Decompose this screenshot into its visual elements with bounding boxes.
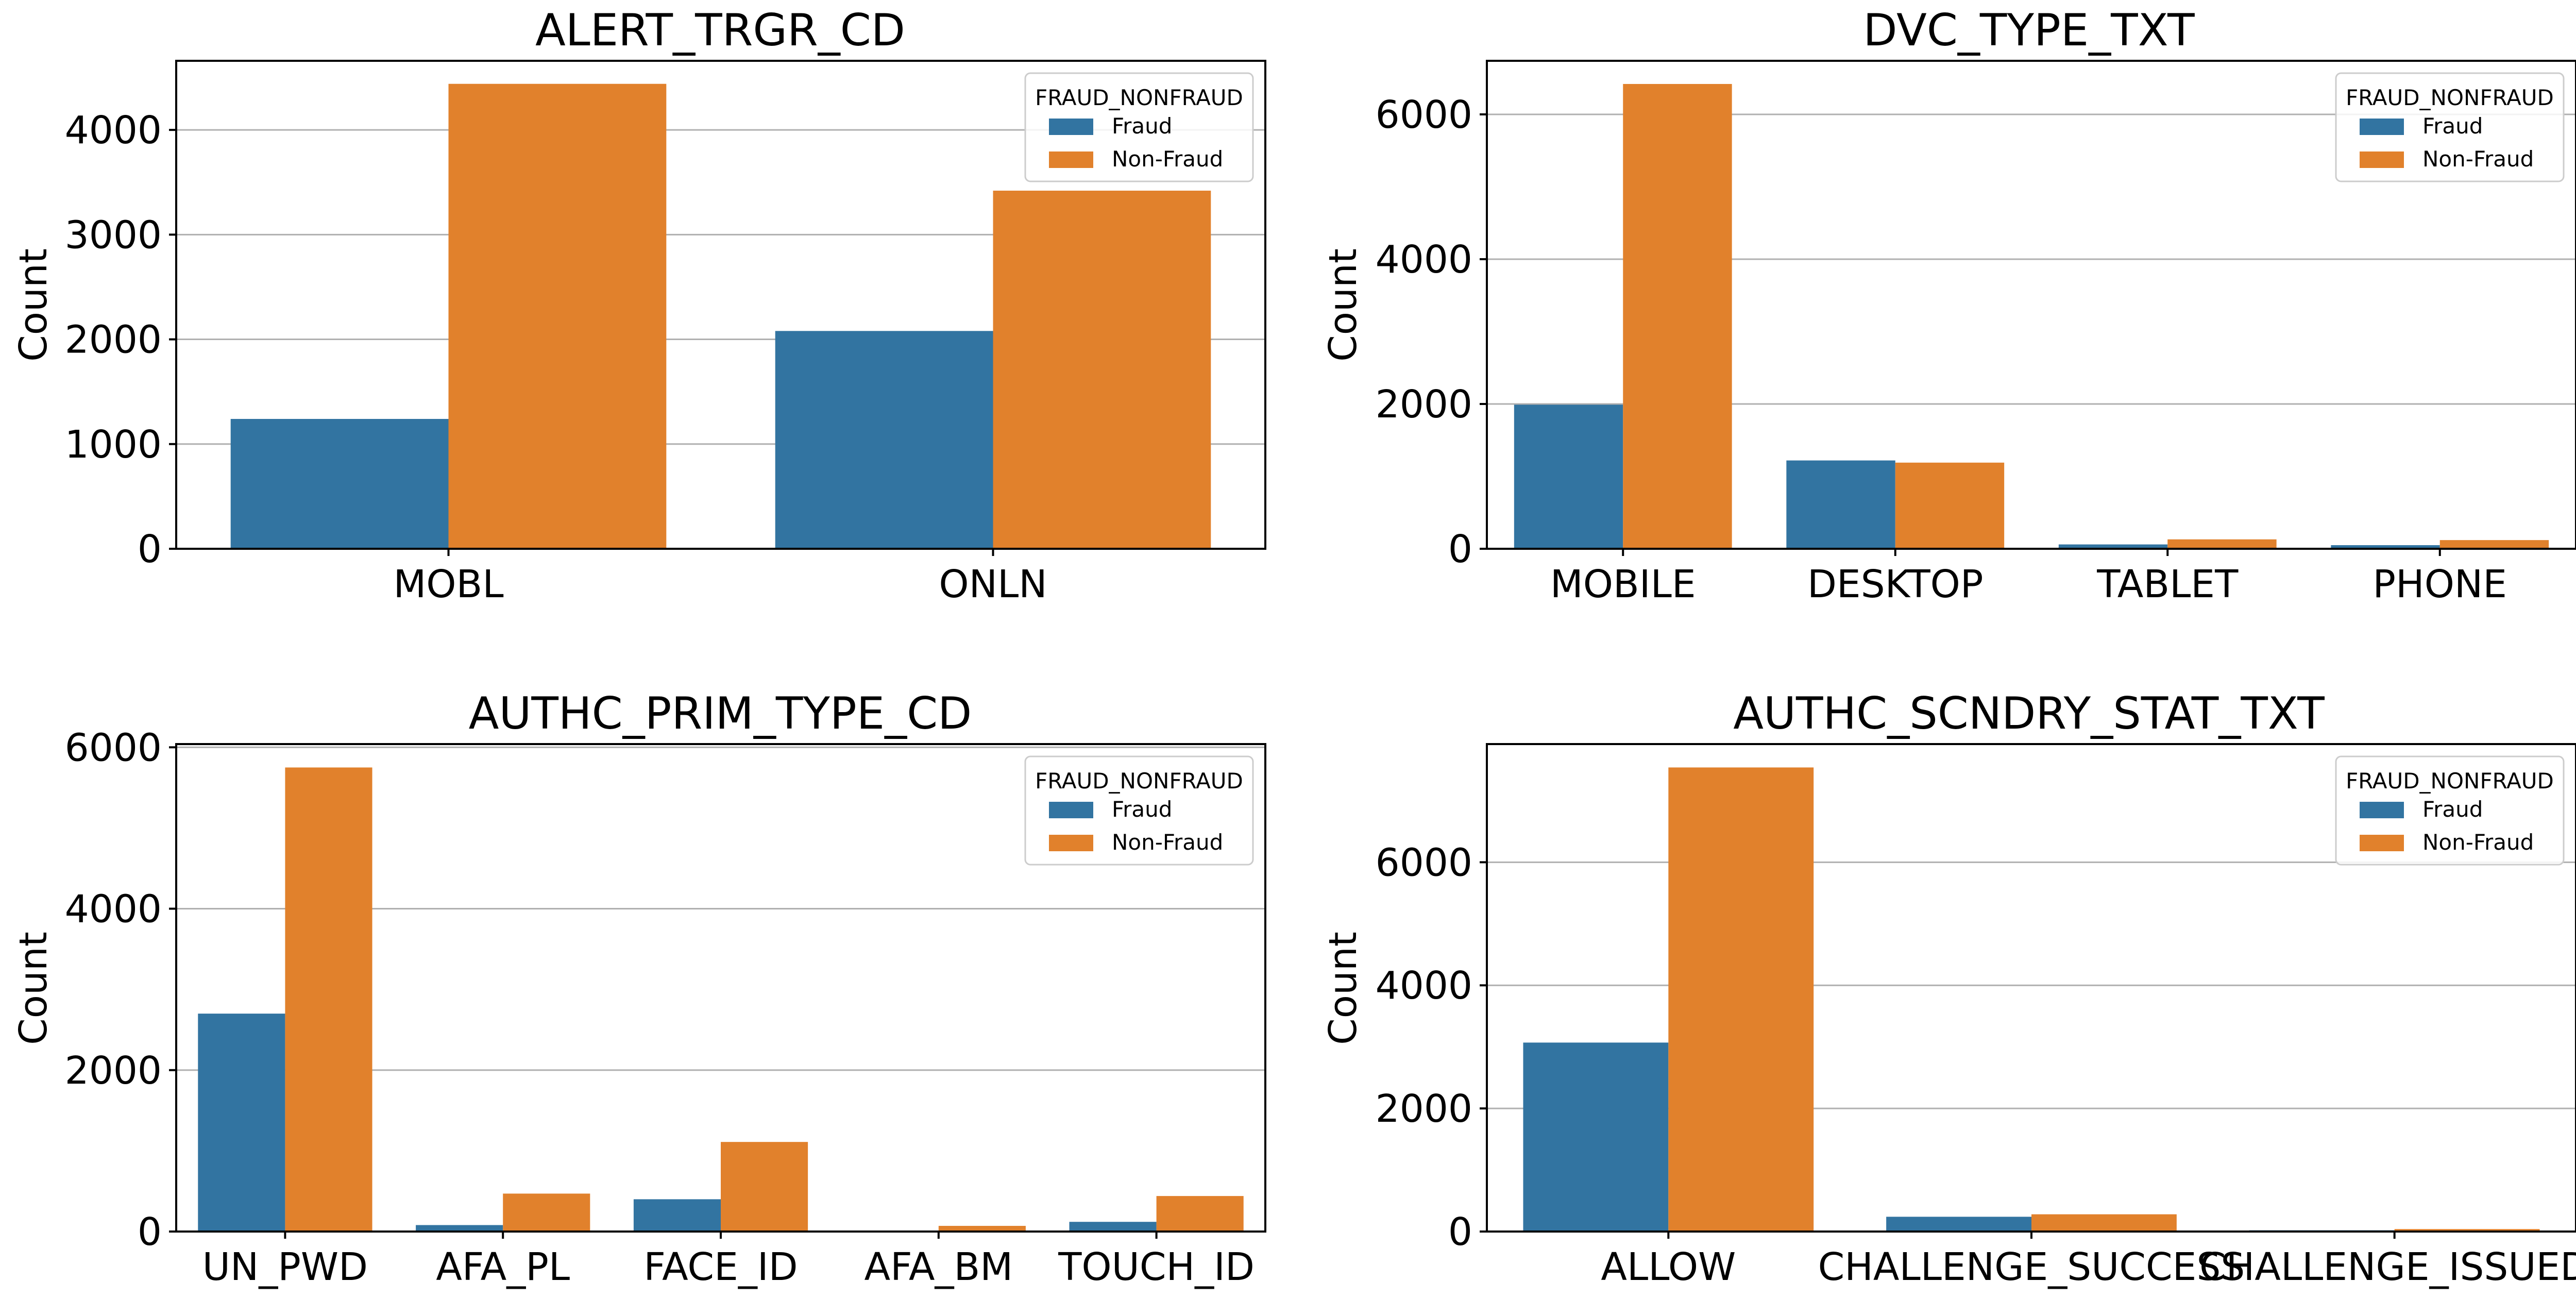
bar-non-fraud-challenge-issued — [2394, 1229, 2540, 1232]
x-tick-label: FACE_ID — [643, 1245, 798, 1289]
bar-non-fraud-onln — [993, 190, 1211, 549]
bar-non-fraud-afa-pl — [503, 1193, 590, 1232]
legend: FRAUD_NONFRAUD Fraud Non-Fraud — [2335, 72, 2565, 182]
bar-fraud-phone — [2331, 545, 2440, 549]
y-tick-label: 3000 — [65, 213, 162, 257]
bar-fraud-afa-pl — [416, 1225, 503, 1232]
axes-frame — [1486, 60, 2576, 550]
bar-non-fraud-desktop — [1895, 462, 2005, 549]
bar-non-fraud-mobile — [1623, 83, 1732, 549]
bar-fraud-allow — [1523, 1042, 1669, 1232]
legend-label-fraud: Fraud — [2422, 113, 2483, 139]
y-tick-label: 2000 — [1376, 382, 1472, 427]
y-tick-label: 4000 — [1376, 238, 1472, 282]
x-tick-label: UN_PWD — [202, 1245, 368, 1289]
chart-title: DVC_TYPE_TXT — [1863, 5, 2195, 56]
x-tick-label: PHONE — [2372, 562, 2507, 606]
legend-title: FRAUD_NONFRAUD — [2346, 85, 2554, 110]
y-tick-label: 0 — [138, 1210, 162, 1254]
y-tick-label: 4000 — [65, 887, 162, 932]
legend-label-non-fraud: Non-Fraud — [2422, 146, 2534, 172]
x-tick-label: AFA_PL — [436, 1245, 570, 1289]
legend-swatch-non-fraud — [2360, 151, 2404, 168]
bar-fraud-desktop — [1786, 460, 1895, 549]
bar-non-fraud-afa-bm — [938, 1226, 1026, 1232]
y-tick-label: 1000 — [65, 423, 162, 467]
bar-non-fraud-tablet — [2167, 539, 2277, 549]
x-tick-label: AFA_BM — [864, 1245, 1013, 1289]
y-tick-label: 0 — [138, 527, 162, 571]
bar-fraud-tablet — [2058, 544, 2168, 549]
chart-title: AUTHC_SCNDRY_STAT_TXT — [1733, 688, 2325, 739]
legend-title: FRAUD_NONFRAUD — [2346, 768, 2554, 794]
legend-label-non-fraud: Non-Fraud — [1112, 830, 1223, 855]
legend-label-fraud: Fraud — [1112, 797, 1172, 822]
bar-fraud-mobl — [230, 419, 449, 549]
legend-swatch-non-fraud — [1049, 151, 1093, 168]
x-tick-label: ALLOW — [1601, 1245, 1736, 1289]
bar-non-fraud-allow — [1668, 767, 1814, 1232]
bar-non-fraud-challenge-success — [2031, 1214, 2177, 1232]
legend-swatch-non-fraud — [2360, 835, 2404, 851]
bar-non-fraud-phone — [2439, 540, 2549, 549]
chart-title: AUTHC_PRIM_TYPE_CD — [469, 688, 972, 739]
y-tick-label: 2000 — [65, 1049, 162, 1093]
y-axis-label: Count — [1321, 248, 1365, 362]
chart-panel-dvc-type-txt: DVC_TYPE_TXT Count 0 2000 4000 6000 MOBILE DE… — [1321, 5, 2576, 606]
y-tick-label: 4000 — [65, 108, 162, 153]
legend-label-non-fraud: Non-Fraud — [2422, 830, 2534, 855]
x-tick-label: DESKTOP — [1807, 562, 1984, 606]
x-tick-label: MOBL — [393, 562, 503, 606]
legend-swatch-fraud — [2360, 802, 2404, 818]
y-axis-label: Count — [1321, 932, 1365, 1045]
y-tick-label: 6000 — [1376, 93, 1472, 137]
legend-swatch-fraud — [1049, 802, 1093, 818]
legend-swatch-fraud — [2360, 119, 2404, 135]
y-axis-label: Count — [11, 932, 56, 1045]
x-tick-label: CHALLENGE_SUCCESS — [1818, 1245, 2245, 1289]
y-tick-label: 6000 — [1376, 840, 1472, 885]
x-tick-label: MOBILE — [1550, 562, 1696, 606]
y-axis-label: Count — [11, 248, 56, 362]
bar-non-fraud-face-id — [721, 1142, 808, 1232]
y-tick-label: 0 — [1448, 527, 1472, 571]
legend-swatch-fraud — [1049, 119, 1093, 135]
bar-non-fraud-un-pwd — [285, 767, 372, 1232]
chart-title: ALERT_TRGR_CD — [535, 5, 905, 56]
x-tick-label: TOUCH_ID — [1058, 1245, 1255, 1289]
y-tick-label: 6000 — [65, 726, 162, 770]
legend: FRAUD_NONFRAUD Fraud Non-Fraud — [1024, 72, 1254, 182]
bar-non-fraud-touch-id — [1156, 1196, 1244, 1232]
bar-fraud-un-pwd — [198, 1014, 285, 1232]
legend-label-fraud: Fraud — [2422, 797, 2483, 822]
y-tick-label: 4000 — [1376, 964, 1472, 1008]
x-tick-label: CHALLENGE_ISSUED — [2199, 1245, 2576, 1289]
legend-swatch-non-fraud — [1049, 835, 1093, 851]
legend-label-fraud: Fraud — [1112, 113, 1172, 139]
legend-label-non-fraud: Non-Fraud — [1112, 146, 1223, 172]
legend-title: FRAUD_NONFRAUD — [1035, 85, 1243, 110]
y-tick-label: 2000 — [65, 318, 162, 362]
chart-panel-alert-trgr-cd: ALERT_TRGR_CD Count 0 1000 2000 3000 4000 MOB… — [11, 5, 1266, 606]
bar-fraud-mobile — [1514, 404, 1623, 549]
bar-fraud-challenge-success — [1886, 1217, 2031, 1232]
legend: FRAUD_NONFRAUD Fraud Non-Fraud — [1024, 755, 1254, 866]
y-tick-label: 0 — [1448, 1210, 1472, 1254]
x-tick-label: TABLET — [2096, 562, 2239, 606]
bar-fraud-face-id — [633, 1199, 721, 1232]
bar-fraud-onln — [775, 331, 993, 549]
legend-title: FRAUD_NONFRAUD — [1035, 768, 1243, 794]
y-tick-label: 2000 — [1376, 1087, 1472, 1131]
chart-panel-authc-scndry-stat-txt: AUTHC_SCNDRY_STAT_TXT Count 0 2000 4000 600… — [1321, 688, 2576, 1289]
bar-fraud-touch-id — [1069, 1222, 1157, 1232]
legend: FRAUD_NONFRAUD Fraud Non-Fraud — [2335, 755, 2565, 866]
x-tick-label: ONLN — [939, 562, 1047, 606]
axes-frame — [175, 60, 1266, 550]
chart-panel-authc-prim-type-cd: AUTHC_PRIM_TYPE_CD Count 0 2000 4000 6000 UN… — [11, 688, 1266, 1289]
bar-non-fraud-mobl — [448, 83, 667, 549]
